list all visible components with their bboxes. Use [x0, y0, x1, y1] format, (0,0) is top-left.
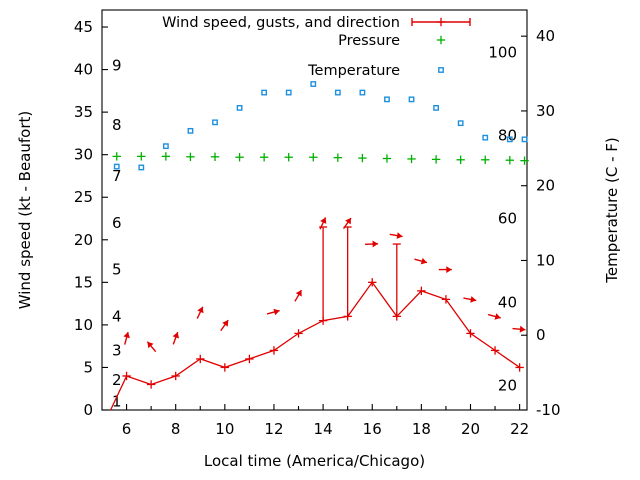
- temperature-point: [482, 134, 489, 141]
- x-tick-label: 8: [171, 420, 181, 438]
- x-tick-label: 16: [363, 420, 382, 438]
- y2-tick-label: 10: [536, 251, 555, 269]
- fahrenheit-label: 40: [498, 293, 517, 311]
- temperature-point: [359, 89, 366, 96]
- y-tick-label: 30: [74, 146, 93, 164]
- y2-axis-title: Temperature (C - F): [603, 137, 621, 284]
- wind-direction-arrow: [172, 332, 179, 339]
- temperature-point: [310, 81, 317, 87]
- x-tick-label: 6: [122, 420, 132, 438]
- legend-label-0: Wind speed, gusts, and direction: [162, 15, 400, 31]
- x-tick-label: 14: [314, 420, 333, 438]
- beaufort-label: 2: [112, 371, 122, 389]
- wind-direction-arrow: [222, 320, 229, 327]
- wind-direction-arrow: [420, 257, 427, 265]
- beaufort-label: 6: [112, 214, 122, 232]
- wind-direction-arrow: [470, 296, 477, 303]
- legend-label-1: Pressure: [338, 33, 400, 49]
- wind-direction-arrow: [197, 306, 204, 314]
- wind-direction-arrow: [345, 218, 351, 225]
- fahrenheit-label: 60: [498, 210, 517, 228]
- temperature-point: [521, 136, 528, 143]
- y-tick-label: 5: [83, 358, 93, 376]
- y-tick-label: 35: [74, 103, 93, 121]
- wind-direction-arrow: [295, 290, 302, 297]
- legend-key-square: [438, 67, 444, 73]
- wind-direction-arrow: [494, 313, 501, 320]
- wind-direction-arrow: [320, 217, 327, 224]
- y2-tick-label: 30: [536, 102, 555, 120]
- temperature-point: [162, 143, 169, 150]
- y-tick-label: 10: [74, 316, 93, 334]
- y-axis-title: Wind speed (kt - Beaufort): [16, 111, 34, 310]
- beaufort-label: 5: [112, 261, 122, 279]
- wind-direction-arrow: [396, 232, 403, 239]
- wind-direction-arrow: [519, 325, 526, 333]
- temperature-point: [506, 136, 513, 143]
- temperature-point: [334, 89, 341, 96]
- temperature-point: [384, 96, 390, 103]
- temperature-point: [408, 96, 415, 103]
- fahrenheit-label: 20: [498, 376, 517, 394]
- y-tick-label: 40: [74, 61, 93, 79]
- y2-tick-label: 20: [536, 177, 555, 195]
- fahrenheit-label: 100: [488, 44, 517, 62]
- beaufort-label: 4: [112, 307, 122, 325]
- temperature-point: [457, 120, 464, 127]
- beaufort-label: 7: [112, 167, 122, 185]
- wind-direction-arrow: [273, 308, 280, 316]
- temperature-point: [138, 164, 145, 171]
- x-tick-label: 22: [510, 420, 529, 438]
- x-tick-label: 12: [264, 420, 283, 438]
- x-tick-label: 10: [215, 420, 234, 438]
- series-pressure: [112, 152, 529, 165]
- beaufort-label: 9: [112, 56, 122, 74]
- series-wind-speed: [110, 217, 526, 411]
- y-tick-label: 0: [83, 401, 93, 419]
- plot-frame: [101, 9, 528, 411]
- x-axis-title: Local time (America/Chicago): [204, 452, 425, 470]
- plot-axes: [101, 9, 528, 411]
- wind-direction-arrow: [123, 332, 130, 339]
- temperature-point: [113, 163, 120, 170]
- y-tick-label: 15: [74, 273, 93, 291]
- temperature-point: [285, 89, 292, 96]
- temperature-point: [187, 127, 194, 134]
- wind-direction-arrow: [372, 240, 379, 248]
- temperature-point: [261, 89, 268, 96]
- temperature-point: [212, 119, 218, 126]
- legend-label-2: Temperature: [307, 63, 400, 79]
- wind-direction-arrow: [147, 341, 154, 349]
- temperature-point: [433, 104, 440, 111]
- y2-tick-label: 0: [536, 326, 546, 344]
- x-tick-label: 20: [461, 420, 480, 438]
- x-tick-label: 18: [412, 420, 431, 438]
- axis-ticks: [102, 26, 527, 411]
- chart-legend: Wind speed, gusts, and direction Pressure…: [162, 15, 471, 79]
- y-tick-label: 45: [74, 18, 93, 36]
- series-temperature: [113, 81, 528, 171]
- beaufort-label: 8: [112, 116, 122, 134]
- y-tick-label: 20: [74, 231, 93, 249]
- wind-speed-line: [110, 281, 520, 411]
- beaufort-label: 3: [112, 341, 122, 359]
- y-tick-label: 25: [74, 188, 93, 206]
- temperature-point: [236, 104, 243, 111]
- y2-tick-label: 40: [536, 27, 555, 45]
- beaufort-label: 1: [112, 392, 122, 410]
- wind-direction-arrow: [446, 266, 452, 273]
- y2-tick-label: -10: [536, 401, 561, 419]
